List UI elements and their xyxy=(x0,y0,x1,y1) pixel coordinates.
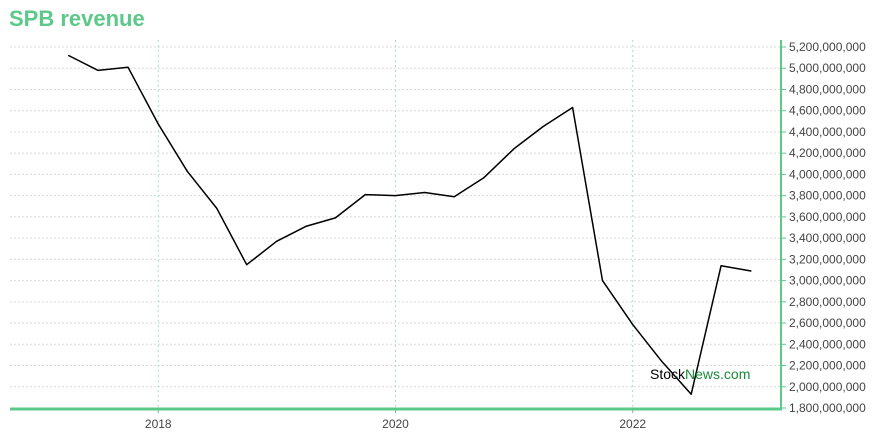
data-point xyxy=(453,196,455,198)
axis-layer xyxy=(10,40,786,413)
data-point xyxy=(216,207,218,209)
x-tick-label: 2022 xyxy=(619,417,646,431)
data-point xyxy=(720,265,722,267)
grid-layer xyxy=(10,40,781,409)
data-point xyxy=(631,323,634,325)
label-layer: 5,200,000,000 5,000,000,000 4,800,000,000 4… xyxy=(145,40,866,431)
y-tick-label: 2,200,000,000 xyxy=(789,359,866,373)
y-tick-label: 2,600,000,000 xyxy=(789,316,866,330)
data-point xyxy=(483,177,485,179)
watermark-part1: Stock xyxy=(650,366,686,382)
y-tick-label: 4,200,000,000 xyxy=(789,146,866,160)
data-point xyxy=(127,66,129,68)
y-tick-label: 2,000,000,000 xyxy=(789,380,866,394)
chart-title: SPB revenue xyxy=(9,6,145,31)
y-tick-label: 2,400,000,000 xyxy=(789,337,866,351)
y-tick-label: 3,200,000,000 xyxy=(789,252,866,266)
series-layer xyxy=(68,54,752,395)
y-tick-label: 3,000,000,000 xyxy=(789,274,866,288)
y-tick-label: 3,800,000,000 xyxy=(789,189,866,203)
y-tick-label: 3,400,000,000 xyxy=(789,231,866,245)
data-point xyxy=(572,106,574,109)
data-point xyxy=(690,393,692,395)
y-tick-label: 5,000,000,000 xyxy=(789,61,866,75)
data-point xyxy=(661,360,663,362)
revenue-series-line xyxy=(68,54,752,395)
watermark-logo: StockNews.com xyxy=(650,366,750,382)
data-point xyxy=(364,194,366,196)
data-point xyxy=(542,126,544,128)
data-point xyxy=(97,69,99,71)
data-point xyxy=(513,148,515,150)
data-point xyxy=(601,280,604,282)
data-point xyxy=(334,217,336,219)
y-tick-label: 4,800,000,000 xyxy=(789,82,866,96)
x-tick-label: 2018 xyxy=(145,417,172,431)
data-point xyxy=(246,264,248,266)
data-point xyxy=(276,240,278,242)
data-point xyxy=(394,195,396,197)
y-tick-label: 3,600,000,000 xyxy=(789,210,866,224)
y-tick-label: 1,800,000,000 xyxy=(789,401,866,415)
y-tick-label: 4,600,000,000 xyxy=(789,104,866,118)
y-tick-label: 4,000,000,000 xyxy=(789,167,866,181)
data-point xyxy=(424,191,426,194)
data-point xyxy=(68,54,70,57)
watermark-part2: News.com xyxy=(685,366,750,382)
data-point xyxy=(305,225,307,227)
x-tick-label: 2020 xyxy=(382,417,409,431)
data-point xyxy=(186,170,188,172)
y-tick-label: 5,200,000,000 xyxy=(789,40,866,54)
data-point xyxy=(157,122,159,124)
y-tick-label: 4,400,000,000 xyxy=(789,125,866,139)
data-point xyxy=(750,270,752,272)
y-tick-label: 2,800,000,000 xyxy=(789,295,866,309)
